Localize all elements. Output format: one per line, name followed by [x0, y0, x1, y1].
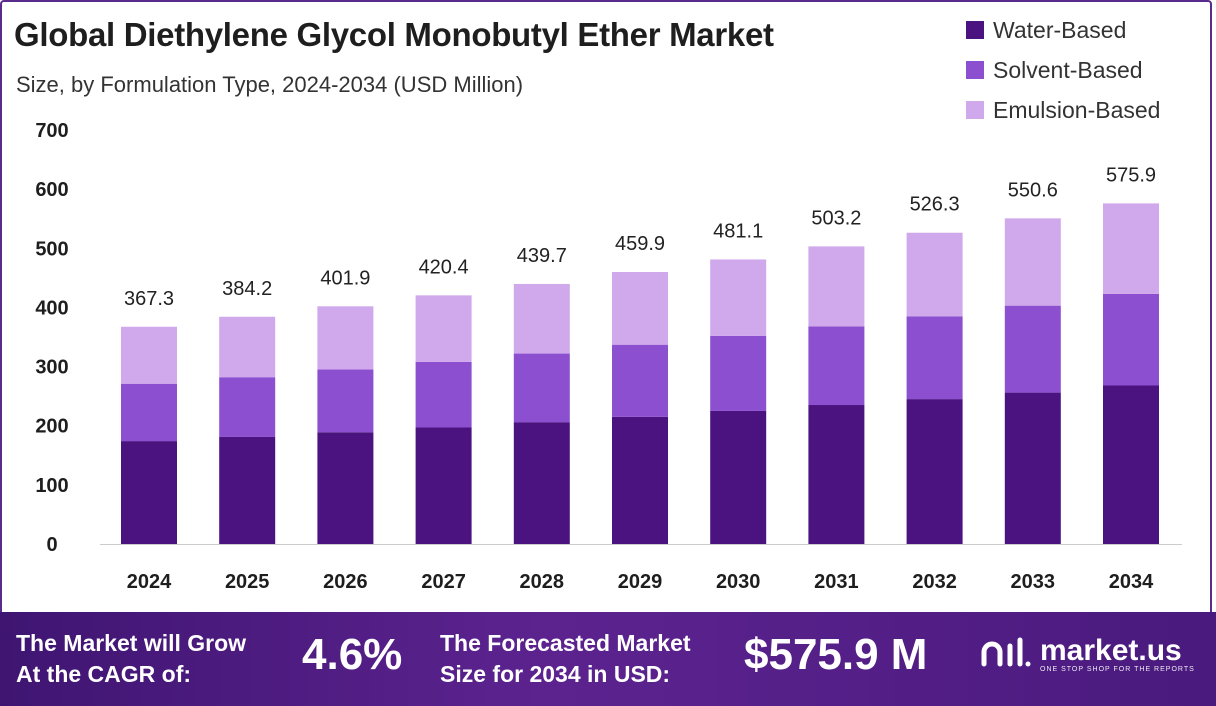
x-tick-label: 2028 [520, 571, 565, 593]
bar-segment-water-based [415, 427, 472, 544]
data-label-total: 526.3 [910, 194, 960, 216]
y-tick-label: 700 [35, 120, 68, 142]
bar-segment-emulsion-based [219, 316, 276, 378]
bar-segment-water-based [808, 405, 865, 544]
footer-banner: The Market will Grow At the CAGR of: 4.6… [0, 612, 1216, 706]
legend-item-water-based: Water-Based [966, 10, 1160, 50]
x-tick-label: 2025 [225, 571, 270, 593]
bar-segment-solvent-based [219, 377, 276, 437]
bar-segment-emulsion-based [710, 259, 767, 336]
bar-segment-emulsion-based [612, 272, 668, 345]
market-us-logo-icon [981, 637, 1031, 667]
bar-segment-emulsion-based [317, 306, 374, 370]
y-tick-label: 200 [35, 416, 68, 438]
legend-item-solvent-based: Solvent-Based [966, 50, 1160, 90]
data-label-total: 367.3 [124, 288, 174, 310]
bar-segment-water-based [710, 410, 767, 544]
brand-logo: market.us ONE STOP SHOP FOR THE REPORTS [980, 634, 1195, 674]
y-tick-label: 400 [35, 297, 68, 319]
bar-segment-water-based [906, 399, 963, 544]
bar-segment-solvent-based [808, 326, 865, 406]
bar-segment-solvent-based [906, 316, 963, 400]
forecast-label-line2: Size for 2034 in USD: [440, 661, 671, 687]
bar-segment-solvent-based [513, 353, 570, 423]
legend-item-emulsion-based: Emulsion-Based [966, 90, 1160, 130]
data-label-total: 575.9 [1106, 164, 1156, 186]
y-tick-label: 600 [35, 179, 68, 201]
data-label-total: 503.2 [811, 207, 861, 229]
bar-segment-emulsion-based [415, 295, 472, 362]
forecast-label: The Forecasted Market Size for 2034 in U… [440, 628, 691, 690]
data-label-total: 401.9 [320, 267, 370, 289]
x-tick-label: 2027 [421, 571, 466, 593]
forecast-label-line1: The Forecasted Market [440, 630, 691, 656]
data-label-total: 420.4 [419, 256, 469, 278]
legend: Water-Based Solvent-Based Emulsion-Based [966, 10, 1160, 130]
bar-segment-solvent-based [710, 335, 767, 411]
legend-swatch-water-based [966, 21, 984, 39]
bar-segment-water-based [612, 416, 668, 544]
bar-segment-emulsion-based [513, 283, 570, 354]
legend-swatch-emulsion-based [966, 101, 984, 119]
x-tick-label: 2024 [127, 571, 172, 593]
bar-segment-solvent-based [1103, 293, 1159, 386]
data-label-total: 384.2 [222, 278, 272, 300]
bar-segment-water-based [317, 432, 374, 544]
bar-segment-emulsion-based [906, 232, 963, 317]
y-tick-label: 300 [35, 357, 68, 379]
bar-segment-emulsion-based [808, 246, 865, 327]
bar-segment-water-based [1103, 385, 1159, 544]
x-tick-label: 2026 [323, 571, 368, 593]
bar-segment-water-based [219, 436, 276, 544]
bar-segment-emulsion-based [121, 326, 177, 384]
x-tick-label: 2034 [1109, 571, 1154, 593]
legend-label-emulsion-based: Emulsion-Based [993, 96, 1161, 123]
brand-name: market.us [1040, 633, 1182, 667]
cagr-value: 4.6% [302, 630, 403, 679]
x-tick-label: 2030 [716, 571, 761, 593]
bar-segment-solvent-based [121, 383, 177, 442]
bar-chart: 0 100 200 300 400 500 600 700 367.3 2024 384.2 2025… [35, 120, 1182, 593]
bar-segment-solvent-based [1004, 305, 1061, 393]
cagr-label-line1: The Market will Grow [16, 630, 247, 656]
bar-segment-solvent-based [612, 344, 668, 417]
legend-swatch-solvent-based [966, 61, 984, 79]
brand-tagline: ONE STOP SHOP FOR THE REPORTS [1040, 665, 1195, 673]
chart-subtitle: Size, by Formulation Type, 2024-2034 (US… [16, 72, 524, 97]
data-label-total: 550.6 [1008, 179, 1058, 201]
chart-title: Global Diethylene Glycol Monobutyl Ether… [14, 16, 774, 53]
y-tick-label: 0 [46, 534, 57, 556]
bar-segment-water-based [121, 441, 177, 544]
bar-segment-water-based [1004, 392, 1061, 544]
data-label-total: 439.7 [517, 245, 567, 267]
legend-label-solvent-based: Solvent-Based [993, 56, 1143, 83]
bar-segment-water-based [513, 422, 570, 544]
y-tick-label: 500 [35, 238, 68, 260]
bar-segment-solvent-based [415, 361, 472, 428]
cagr-label: The Market will Grow At the CAGR of: [16, 628, 246, 690]
x-tick-label: 2031 [814, 571, 859, 593]
bar-segment-emulsion-based [1103, 203, 1159, 294]
data-label-total: 481.1 [713, 220, 763, 242]
legend-label-water-based: Water-Based [993, 16, 1127, 43]
bar-segment-emulsion-based [1004, 218, 1061, 306]
cagr-label-line2: At the CAGR of: [16, 661, 192, 687]
x-tick-label: 2032 [912, 571, 957, 593]
bar-segment-solvent-based [317, 369, 374, 433]
x-tick-label: 2033 [1011, 571, 1056, 593]
x-tick-label: 2029 [618, 571, 663, 593]
forecast-value: $575.9 M [744, 630, 928, 679]
data-label-total: 459.9 [615, 233, 665, 255]
y-tick-label: 100 [35, 475, 68, 497]
